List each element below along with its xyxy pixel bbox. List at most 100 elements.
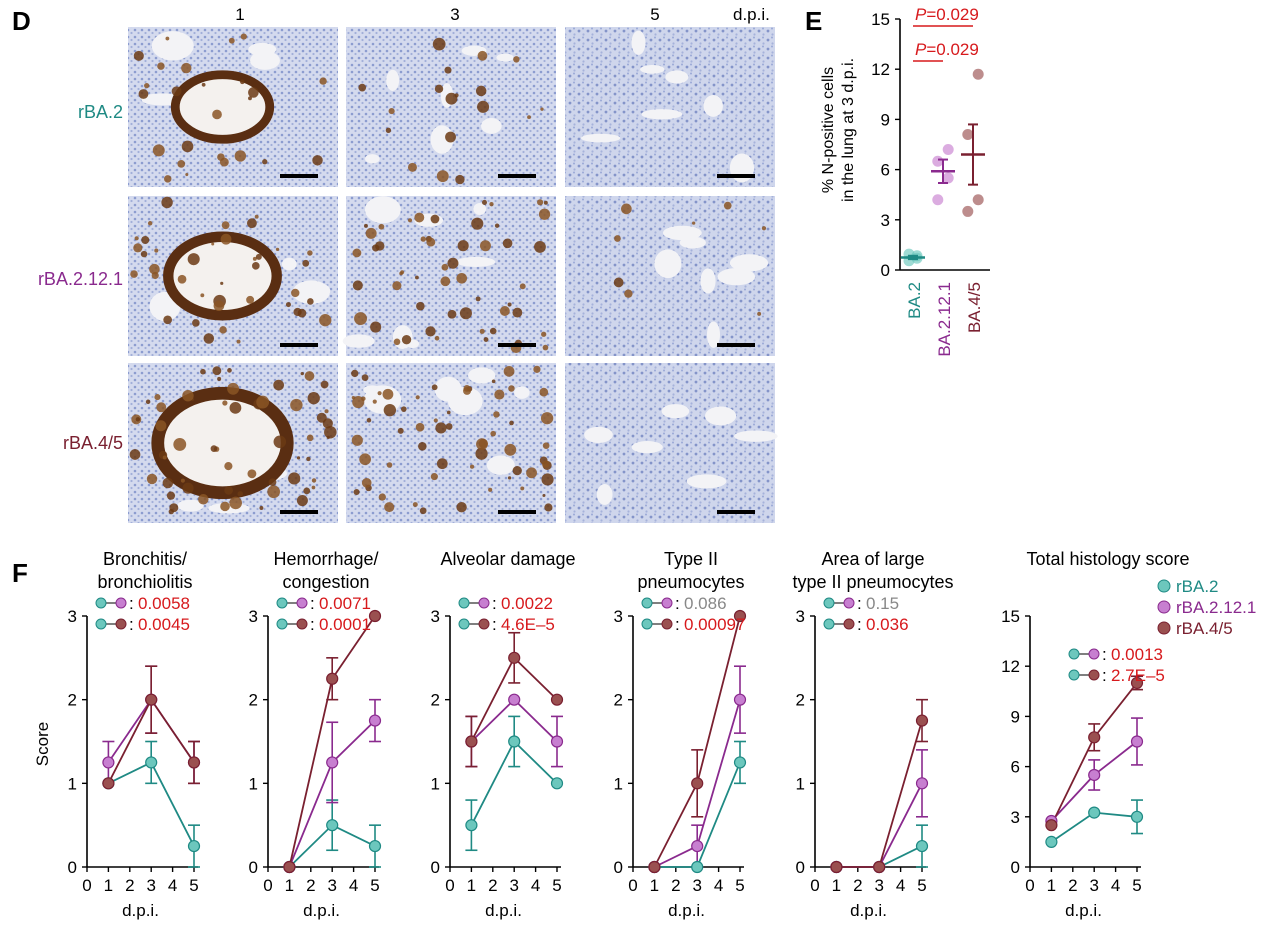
f-pkey-colon: : [310, 594, 315, 613]
stain-spot [463, 385, 471, 392]
stain-spot [445, 423, 453, 430]
stain-spot [224, 485, 233, 495]
airspace [717, 268, 756, 286]
stain-spot [471, 217, 484, 230]
stain-spot [326, 435, 330, 439]
f-pkey-marker [843, 618, 855, 630]
stain-spot [311, 478, 317, 483]
f-ytick-label: 3 [614, 607, 623, 626]
f-ytick-label: 2 [614, 691, 623, 710]
stain-spot [212, 366, 222, 376]
panel-d-label: D [12, 6, 31, 36]
f-point-rBA.2.12.1 [1130, 735, 1144, 748]
e-point-BA.4/5 [972, 194, 984, 206]
e-point-BA.2.12.1 [932, 194, 944, 206]
stain-spot [372, 399, 377, 404]
row-label-rba2121: rBA.2.12.1 [38, 269, 123, 289]
stain-spot [307, 392, 320, 405]
f-point-rBA.2 [187, 839, 201, 853]
f-point-rBA.2.12.1 [550, 735, 564, 748]
stain-spot [162, 455, 167, 460]
scale-bar [498, 510, 536, 514]
stain-spot [296, 456, 301, 460]
stain-spot [324, 409, 329, 414]
panel-d: D 1 3 5 d.p.i. rBA.2 rBA.2.12.1 rBA.4/5 [12, 5, 778, 523]
stain-spot [361, 478, 372, 488]
airspace [365, 154, 380, 164]
f-ytick-label: 0 [614, 858, 623, 877]
f-xtick-label: 2 [488, 876, 497, 895]
airspace [665, 70, 689, 84]
stain-spot [447, 257, 459, 269]
f-pkey-colon: : [675, 594, 680, 613]
f-xtick-label: 4 [896, 876, 905, 895]
stain-spot [539, 387, 549, 397]
stain-spot [181, 140, 194, 153]
stain-spot [456, 501, 467, 513]
f-point-rBA.2 [691, 860, 704, 874]
f-ytick-label: 0 [796, 858, 805, 877]
f-pkey-marker [95, 597, 107, 609]
f-point-rBA.4/5 [368, 609, 382, 623]
f-point-rBA.2 [550, 777, 564, 790]
airspace [514, 386, 530, 399]
f-xtick-label: 4 [168, 876, 177, 895]
f-chart-title: Hemorrhage/ [273, 549, 378, 569]
stain-spot [407, 162, 417, 172]
stain-spot [425, 326, 436, 337]
stain-spot [540, 107, 544, 111]
stain-spot [177, 274, 187, 284]
stain-spot [311, 485, 316, 490]
e-point-BA.2.12.1 [942, 144, 954, 156]
stain-spot [507, 302, 512, 307]
f-pkey-marker [661, 618, 673, 630]
stain-spot [479, 328, 485, 334]
f-ytick-label: 1 [614, 774, 623, 793]
stain-spot [166, 491, 176, 500]
f-xtick-label: 4 [714, 876, 723, 895]
f-xtick-label: 5 [1132, 876, 1141, 895]
stain-spot [481, 199, 488, 205]
f-point-rBA.4/5 [873, 860, 886, 874]
stain-spot [479, 240, 491, 252]
f-series-line-rBA.4/5 [1050, 682, 1138, 826]
stain-spot [296, 495, 308, 507]
f-pvalue-text: 4.6E–5 [501, 615, 555, 634]
stain-spot [502, 238, 513, 249]
f-chart-title: Total histology score [1026, 549, 1189, 569]
f-ytick-label: 3 [796, 607, 805, 626]
stain-spot [154, 394, 161, 401]
f-point-rBA.2.12.1 [102, 756, 115, 769]
f-xtick-label: 3 [692, 876, 701, 895]
stain-spot [302, 259, 310, 267]
f-ytick-label: 15 [1001, 607, 1020, 626]
stain-spot [477, 100, 490, 113]
f-series-line-rBA.2.12.1 [836, 782, 923, 868]
e-ytick-label: 9 [881, 110, 890, 129]
stain-spot [757, 311, 762, 316]
stain-spot [477, 50, 488, 61]
stain-spot [393, 338, 401, 346]
stain-spot [163, 315, 173, 325]
stain-spot [434, 335, 440, 341]
airspace [700, 268, 716, 294]
f-ytick-label: 9 [1011, 707, 1020, 726]
stain-spot [227, 368, 232, 373]
stain-spot [173, 437, 187, 451]
stain-spot [432, 37, 446, 51]
f-point-rBA.4/5 [465, 735, 478, 748]
f-pkey-colon: : [675, 615, 680, 634]
stain-spot [161, 196, 173, 209]
f-xlabel: d.p.i. [850, 901, 887, 920]
stain-spot [201, 82, 206, 87]
airspace [581, 133, 621, 143]
f-chart-title: Area of large [821, 549, 924, 569]
stain-spot [613, 277, 624, 288]
stain-spot [247, 218, 257, 229]
stain-spot [320, 380, 329, 389]
stain-spot [165, 36, 170, 41]
stain-spot [542, 344, 549, 351]
stain-spot [378, 493, 386, 501]
stain-spot [507, 476, 512, 480]
